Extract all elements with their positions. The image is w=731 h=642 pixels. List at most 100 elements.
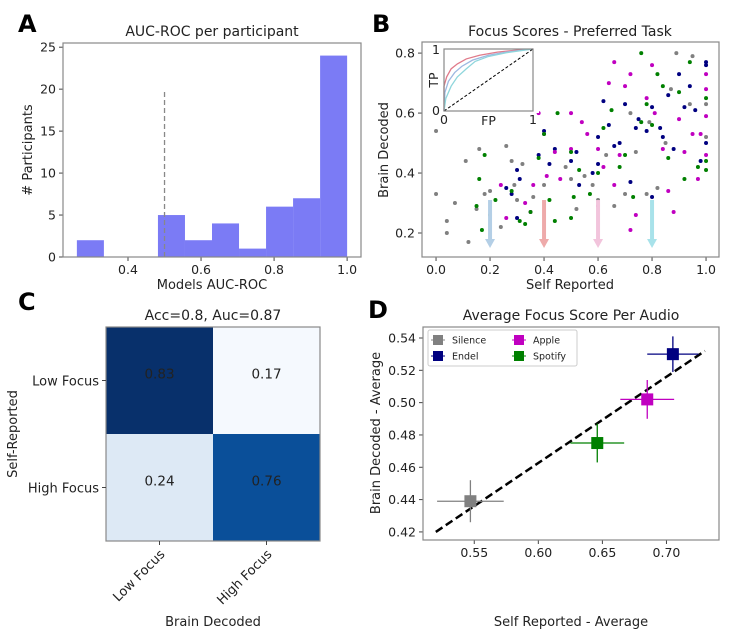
- scatter-point: [601, 99, 606, 104]
- scatter-point: [704, 72, 709, 77]
- heatmap-value: 0.76: [251, 474, 281, 490]
- data-marker-silence: [464, 495, 477, 508]
- scatter-point: [687, 60, 692, 65]
- chart-a-ylabel: # Participants: [21, 104, 36, 196]
- chart-b-xlabel: Self Reported: [526, 278, 614, 293]
- scatter-point: [687, 102, 692, 107]
- scatter-point: [590, 171, 595, 176]
- scatter-point: [569, 147, 574, 152]
- chart-b-xtick-label: 1.0: [696, 262, 716, 277]
- scatter-point: [704, 87, 709, 92]
- scatter-point: [531, 195, 536, 200]
- scatter-point: [612, 144, 617, 149]
- scatter-point: [482, 192, 487, 197]
- heatmap-cell: [106, 434, 213, 541]
- chart-c-xlabel: Brain Decoded: [165, 615, 261, 630]
- scatter-point: [596, 171, 601, 176]
- scatter-point: [596, 162, 601, 167]
- scatter-point: [704, 168, 709, 173]
- scatter-point: [660, 135, 665, 140]
- scatter-point: [623, 102, 628, 107]
- chart-d-xtick-label: 0.55: [460, 545, 488, 560]
- chart-d-xtick-label: 0.65: [588, 545, 616, 560]
- scatter-point: [509, 189, 514, 194]
- panel-label-c: C: [18, 288, 36, 316]
- scatter-point: [596, 135, 601, 140]
- scatter-point: [474, 207, 479, 212]
- chart-d-ytick-label: 0.46: [388, 460, 416, 475]
- scatter-point: [695, 165, 700, 170]
- legend-marker-endel: [433, 351, 443, 361]
- chart-c-xtick-label: Low Focus: [110, 547, 168, 605]
- scatter-point: [698, 159, 703, 164]
- scatter-point: [668, 87, 673, 92]
- scatter-point: [628, 228, 633, 233]
- scatter-point: [523, 201, 528, 206]
- chart-a-xlabel: Models AUC-ROC: [157, 278, 267, 293]
- scatter-point: [606, 81, 611, 86]
- chart-d-ytick-label: 0.54: [388, 330, 416, 345]
- scatter-point: [612, 204, 617, 209]
- panel-label-b: B: [372, 10, 390, 38]
- chart-b-ytick-label: 0.6: [395, 106, 415, 121]
- chart-a-ytick-label: 5: [48, 208, 56, 223]
- chart-d-title: Average Focus Score Per Audio: [463, 308, 680, 324]
- chart-b-xtick-label: 0.2: [480, 262, 500, 277]
- scatter-point: [493, 198, 498, 203]
- chart-b-frame: [421, 41, 720, 258]
- scatter-point: [552, 150, 557, 155]
- scatter-point: [474, 204, 479, 209]
- chart-d-ytick-label: 0.42: [388, 524, 416, 539]
- chart-d-ytick-label: 0.52: [388, 363, 416, 378]
- scatter-point: [704, 159, 709, 164]
- scatter-point: [628, 111, 633, 116]
- chart-c-ylabel: Self-Reported: [6, 390, 21, 478]
- scatter-point: [558, 177, 563, 182]
- scatter-point: [574, 207, 579, 212]
- scatter-point: [552, 147, 557, 152]
- scatter-point: [658, 126, 663, 131]
- scatter-point: [601, 165, 606, 170]
- scatter-point: [585, 132, 590, 137]
- chart-d-plot: 0.55 0.60 0.65 0.70 0.42 0.44 0.46 0.48 0.50 0.52…: [388, 326, 720, 560]
- inset-ytick-label: 0: [432, 103, 440, 118]
- scatter-point: [704, 114, 709, 119]
- scatter-point: [569, 177, 574, 182]
- scatter-point: [544, 174, 549, 179]
- scatter-point: [520, 162, 525, 167]
- arrow-head: [593, 239, 604, 249]
- scatter-point: [671, 147, 676, 152]
- scatter-point: [660, 147, 665, 152]
- scatter-point: [647, 120, 652, 125]
- scatter-point: [612, 183, 617, 188]
- scatter-point: [677, 90, 682, 95]
- scatter-point: [477, 177, 482, 182]
- scatter-point: [547, 162, 552, 167]
- chart-a-xtick-label: 0.4: [118, 262, 138, 277]
- scatter-point: [482, 153, 487, 158]
- chart-b-ytick-label: 0.8: [395, 46, 415, 61]
- histogram-bar: [184, 240, 212, 257]
- scatter-point: [628, 72, 633, 77]
- scatter-point: [704, 141, 709, 146]
- scatter-point: [655, 72, 660, 77]
- scatter-point: [569, 111, 574, 116]
- chart-b-ytick-label: 0.2: [395, 226, 415, 241]
- legend-marker-spotify: [514, 351, 524, 361]
- scatter-point: [666, 189, 671, 194]
- scatter-point: [542, 183, 547, 188]
- chart-c-plot: 0.83 0.17 0.24 0.76 Low Focus High Focus Low F…: [28, 326, 321, 608]
- scatter-point: [555, 111, 560, 116]
- scatter-point: [677, 72, 682, 77]
- scatter-point: [644, 102, 649, 107]
- scatter-point: [693, 108, 698, 113]
- scatter-point: [698, 132, 703, 137]
- scatter-point: [617, 165, 622, 170]
- legend-marker-apple: [514, 335, 524, 345]
- chart-d-ytick-label: 0.50: [388, 395, 416, 410]
- legend-box: [427, 329, 578, 367]
- scatter-point: [434, 129, 439, 134]
- chart-a-title: AUC-ROC per participant: [125, 24, 299, 40]
- legend: Silence Endel Apple Spotify: [427, 329, 578, 367]
